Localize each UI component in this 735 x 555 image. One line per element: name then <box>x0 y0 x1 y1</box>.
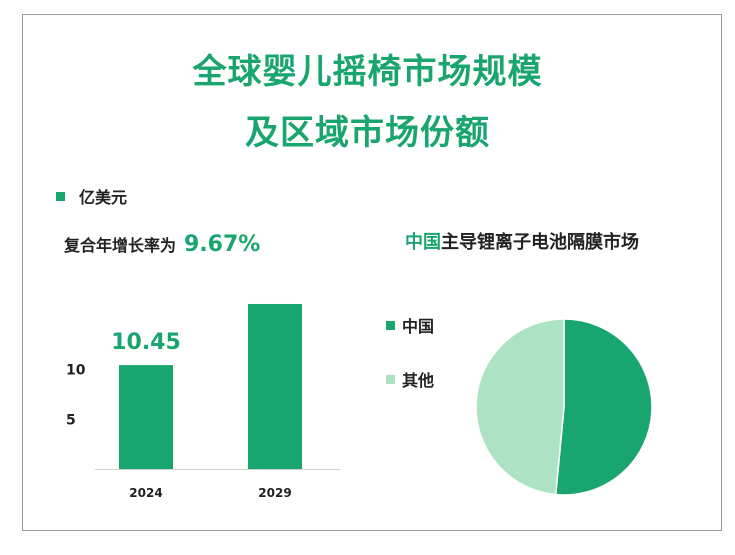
pie-legend-swatch-other <box>386 374 395 384</box>
pie-legend-item-china: 中国 <box>386 313 434 337</box>
bar-y-tick-label: 5 <box>66 412 76 428</box>
pie-slice-china <box>554 318 653 496</box>
pie-title-highlight: 中国 <box>405 232 441 253</box>
bar-y-tick-label: 10 <box>66 363 86 379</box>
pie-title-rest: 主导锂离子电池隔膜市场 <box>441 232 639 253</box>
pie-legend-swatch-china <box>386 320 395 330</box>
bar-2029 <box>248 303 302 469</box>
chart-title-line1: 全球婴儿摇椅市场规模 <box>192 52 543 92</box>
pie-legend-label-other: 其他 <box>402 371 435 390</box>
cagr-value: 9.67% <box>184 232 261 257</box>
unit-legend: 亿美元 <box>56 184 127 208</box>
bar-data-label: 10.45 <box>111 330 181 355</box>
bar-x-tick-label: 2029 <box>258 486 291 500</box>
pie-slice-other <box>475 318 565 496</box>
bar-x-tick-label: 2024 <box>129 486 162 500</box>
bar-2024 <box>119 365 173 469</box>
cagr-label: 复合年增长率为 <box>64 236 177 255</box>
pie-title: 中国主导锂离子电池隔膜市场 <box>405 228 639 254</box>
unit-legend-swatch <box>56 191 65 201</box>
unit-legend-label: 亿美元 <box>79 188 128 207</box>
pie-legend-label-china: 中国 <box>402 317 435 336</box>
chart-title-line2: 及区域市场份额 <box>245 113 490 153</box>
cagr-annotation: 复合年增长率为 9.67% <box>64 232 260 257</box>
pie-legend-item-other: 其他 <box>386 367 434 391</box>
chart-frame <box>22 14 722 531</box>
